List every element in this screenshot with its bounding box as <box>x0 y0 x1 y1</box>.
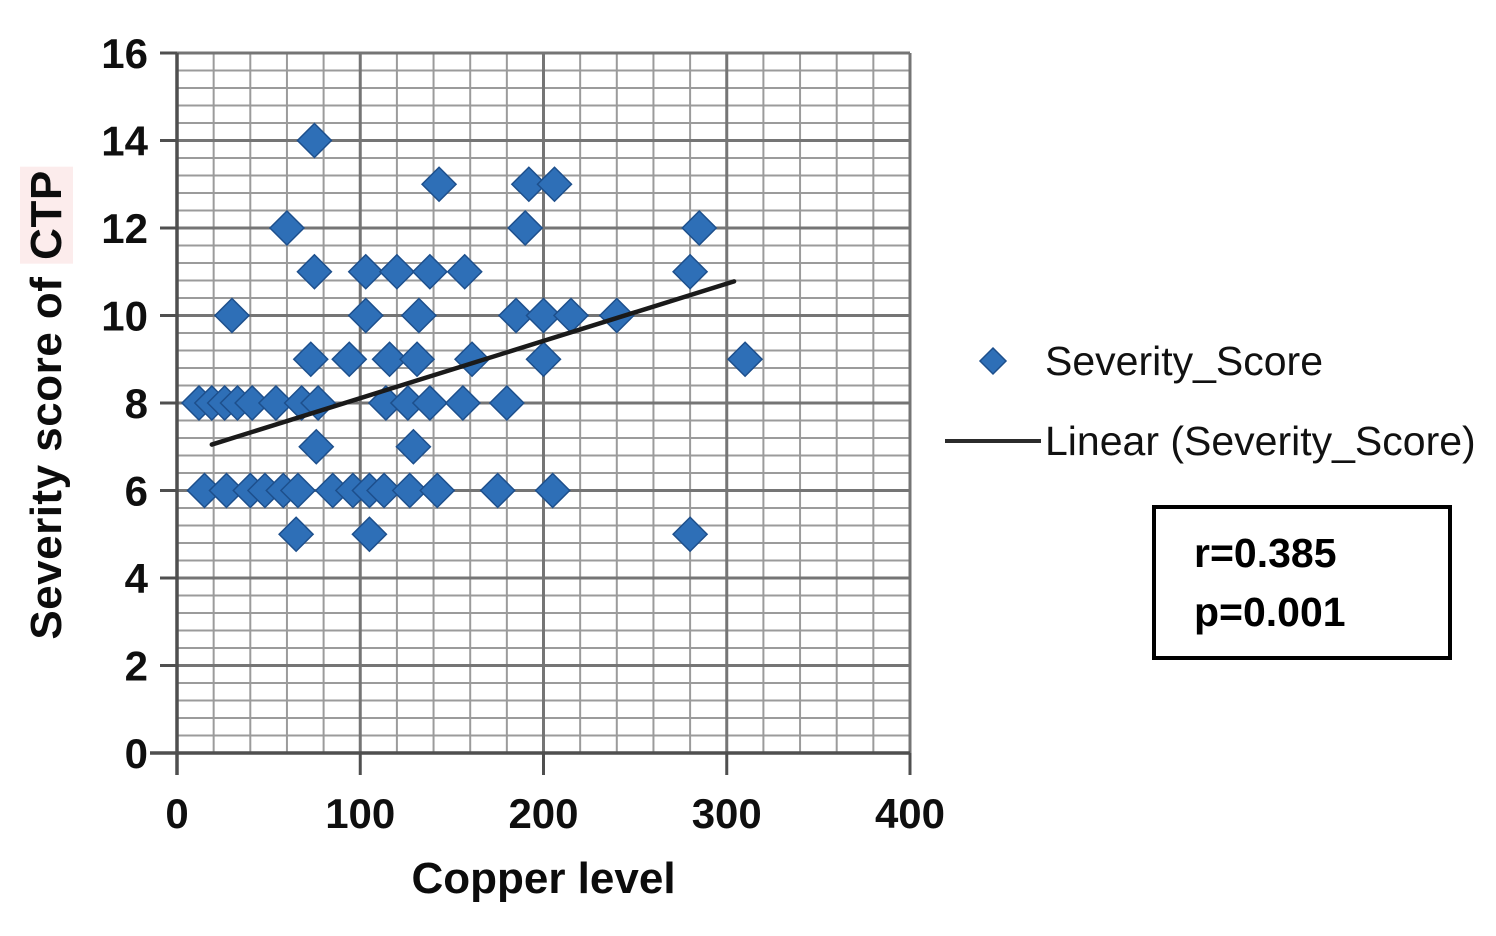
y-tick-label: 16 <box>101 30 148 77</box>
legend-label-severity-score: Severity_Score <box>1045 337 1324 384</box>
y-tick-label: 14 <box>101 118 148 165</box>
data-point-diamond <box>296 253 333 290</box>
data-point-diamond <box>257 384 295 422</box>
stats-annotation-box: r=0.385 p=0.001 <box>1152 505 1452 660</box>
legend-label-linear: Linear (Severity_Score) <box>1045 417 1476 464</box>
data-point-diamond <box>672 253 709 290</box>
data-point-diamond <box>534 472 571 509</box>
data-point-diamond <box>536 166 573 203</box>
data-point-diamond <box>278 516 315 553</box>
y-tick-label: 2 <box>125 643 148 690</box>
data-point-diamond <box>488 384 525 422</box>
y-axis-title-highlight: CTP <box>20 166 73 264</box>
data-point-diamond <box>727 341 764 378</box>
data-point-diamond <box>208 472 245 509</box>
data-point-diamond <box>300 384 337 422</box>
data-point-diamond <box>347 253 384 290</box>
data-point-diamond <box>497 297 535 334</box>
data-point-diamond <box>525 341 562 378</box>
y-tick-label: 8 <box>125 380 148 427</box>
data-point-diamond <box>411 253 448 290</box>
data-point-diamond <box>420 166 458 203</box>
data-point-diamond <box>510 166 547 203</box>
r-value: r=0.385 <box>1194 529 1337 576</box>
data-point-diamond <box>391 472 428 509</box>
diamond-marker-icon <box>978 346 1008 376</box>
data-point-diamond <box>347 297 384 334</box>
legend-swatch-cell <box>941 344 1045 378</box>
data-point-diamond <box>213 297 251 334</box>
data-point-diamond <box>525 297 562 334</box>
data-point-diamond <box>234 384 271 422</box>
data-point-diamond <box>598 297 635 334</box>
data-point-diamond <box>371 341 408 378</box>
legend-swatch-cell <box>941 439 1045 443</box>
data-point-diamond <box>446 253 483 290</box>
data-point-diamond <box>411 384 448 422</box>
data-point-diamond <box>479 472 516 509</box>
legend: Severity_Score Linear (Severity_Score) <box>941 330 1476 490</box>
data-point-diamond <box>378 253 415 290</box>
data-point-diamond <box>366 472 403 509</box>
x-tick-label: 300 <box>692 790 762 837</box>
y-tick-label: 4 <box>125 555 149 602</box>
p-value: p=0.001 <box>1194 588 1346 635</box>
legend-item-linear: Linear (Severity_Score) <box>941 410 1476 472</box>
y-tick-label: 12 <box>101 205 148 252</box>
data-point-diamond <box>507 209 544 247</box>
data-point-diamond <box>292 341 329 378</box>
y-tick-label: 0 <box>125 730 148 777</box>
y-axis-title-text: Severity score of <box>22 263 71 640</box>
y-axis-title: Severity score of CTP <box>20 166 73 640</box>
data-point-diamond <box>268 209 306 247</box>
data-point-diamond <box>398 341 436 378</box>
data-point-diamond <box>351 516 388 553</box>
trendline-icon <box>945 439 1041 443</box>
x-tick-label: 400 <box>875 790 945 837</box>
data-point-diamond <box>672 516 709 553</box>
data-point-diamond <box>419 472 456 509</box>
legend-item-severity-score: Severity_Score <box>941 330 1476 392</box>
y-tick-label: 10 <box>101 293 148 340</box>
x-tick-label: 0 <box>165 790 188 837</box>
data-point-diamond <box>279 472 317 509</box>
data-point-diamond <box>444 384 481 422</box>
trendline <box>209 279 737 447</box>
data-point-diamond <box>331 341 368 378</box>
x-tick-label: 100 <box>325 790 395 837</box>
data-point-diamond <box>395 428 432 465</box>
data-point-diamond <box>296 122 333 159</box>
data-point-diamond <box>400 297 437 334</box>
x-axis-title: Copper level <box>411 854 676 903</box>
y-tick-label: 6 <box>125 468 148 515</box>
data-point-diamond <box>298 428 335 465</box>
data-point-diamond <box>681 209 718 247</box>
x-tick-label: 200 <box>508 790 578 837</box>
